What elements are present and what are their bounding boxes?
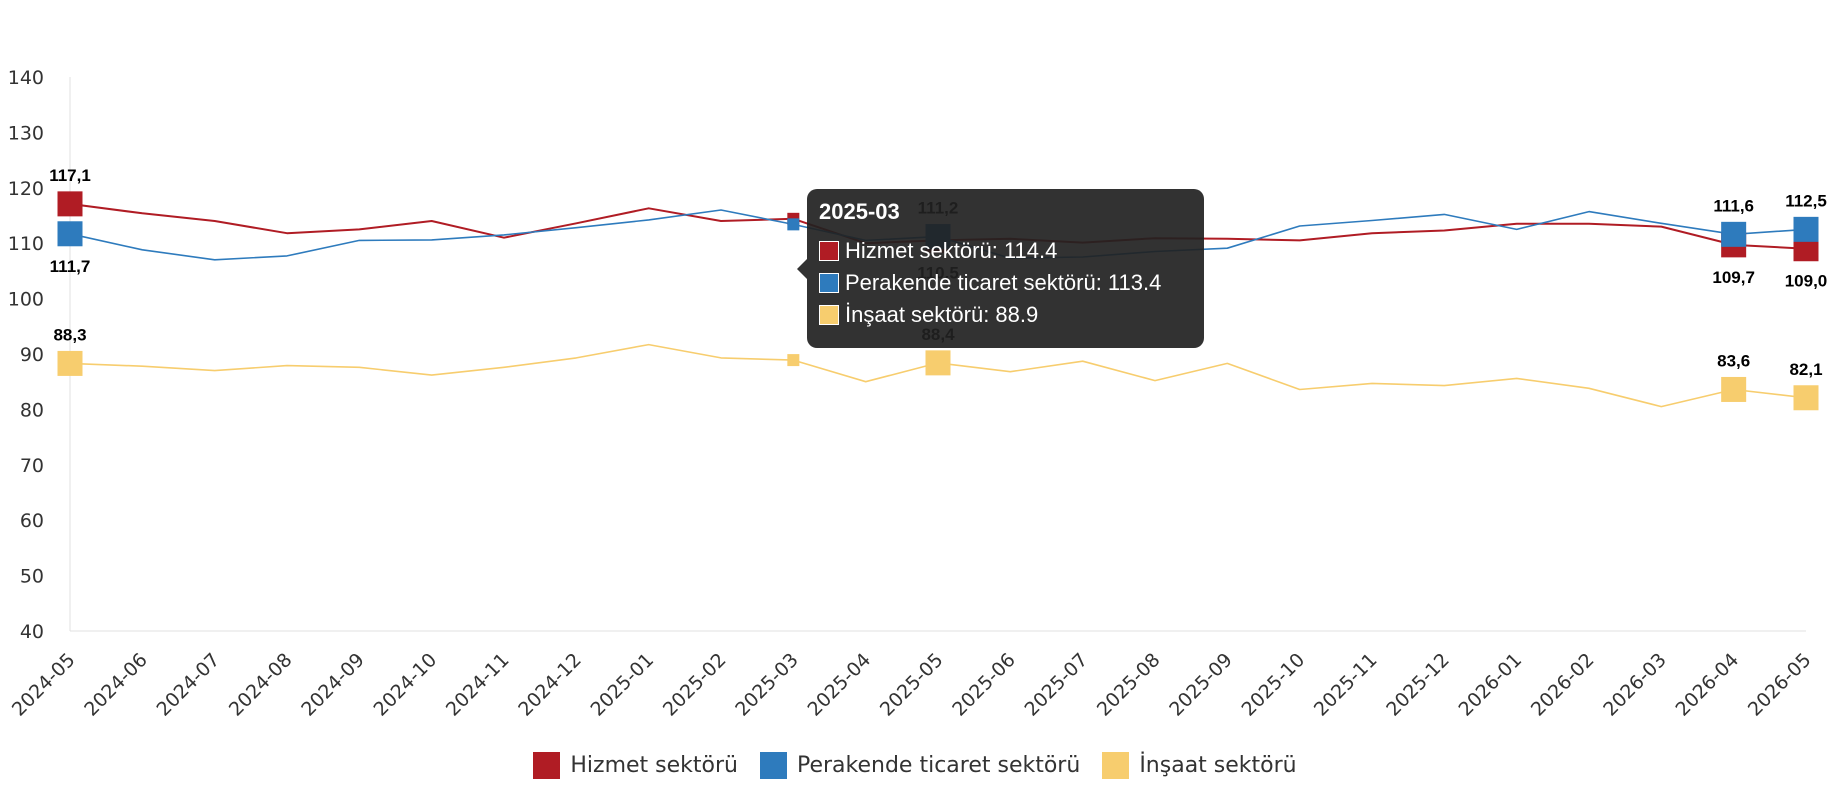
legend-label-insaat: İnşaat sektörü [1139, 752, 1297, 778]
x-tick-label: 2025-05 [876, 649, 948, 721]
y-tick-label: 120 [8, 178, 44, 200]
y-tick-label: 60 [20, 510, 44, 532]
data-point-perakende[interactable] [57, 221, 83, 247]
x-tick-label: 2025-09 [1165, 649, 1237, 721]
tooltip-text-hizmet: Hizmet sektörü: 114.4 [845, 238, 1058, 263]
x-tick-label: 2025-10 [1238, 649, 1310, 721]
data-label-insaat: 83,6 [1717, 351, 1750, 370]
tooltip-row-hizmet: Hizmet sektörü: 114.4 [819, 235, 1192, 267]
x-tick-label: 2024-08 [225, 649, 297, 721]
x-tick-label: 2026-03 [1599, 649, 1671, 721]
x-tick-label: 2025-12 [1382, 649, 1454, 721]
y-tick-label: 90 [20, 344, 44, 366]
data-point-perakende[interactable] [1721, 221, 1747, 247]
x-tick-label: 2025-04 [804, 649, 876, 721]
y-tick-label: 100 [8, 289, 44, 311]
legend-swatch-insaat [1102, 751, 1130, 779]
data-label-perakende: 111,6 [1713, 196, 1754, 215]
data-label-insaat: 82,1 [1789, 360, 1822, 379]
x-tick-label: 2024-10 [370, 649, 442, 721]
y-tick-label: 50 [20, 566, 44, 588]
x-tick-label: 2024-07 [153, 649, 225, 721]
x-tick-label: 2025-06 [948, 649, 1020, 721]
x-tick-label: 2026-05 [1744, 649, 1816, 721]
tooltip-swatch-insaat [819, 305, 839, 325]
x-tick-label: 2026-04 [1672, 649, 1744, 721]
y-tick-label: 70 [20, 455, 44, 477]
y-tick-label: 40 [20, 621, 44, 643]
x-tick-label: 2025-11 [1310, 649, 1382, 721]
tooltip-text-insaat: İnşaat sektörü: 88.9 [845, 302, 1039, 327]
tooltip-row-insaat: İnşaat sektörü: 88.9 [819, 299, 1192, 331]
data-point-insaat[interactable] [57, 350, 83, 376]
x-tick-label: 2026-02 [1527, 649, 1599, 721]
x-tick-label: 2025-02 [659, 649, 731, 721]
data-label-insaat: 88,3 [53, 325, 86, 344]
legend-swatch-perakende [759, 751, 787, 779]
data-label-hizmet: 109,7 [1712, 268, 1755, 287]
x-tick-label: 2025-08 [1093, 649, 1165, 721]
x-tick-label: 2025-01 [587, 649, 659, 721]
x-tick-label: 2024-12 [514, 649, 586, 721]
data-label-perakende: 111,7 [50, 257, 91, 276]
legend-label-hizmet: Hizmet sektörü [570, 752, 738, 778]
y-tick-label: 130 [8, 122, 44, 144]
data-label-hizmet: 109,0 [1785, 272, 1828, 291]
tooltip-title: 2025-03 [819, 199, 900, 224]
data-label-hizmet: 117,1 [49, 166, 91, 185]
x-tick-label: 2025-07 [1021, 649, 1093, 721]
x-tick-label: 2024-05 [8, 649, 80, 721]
x-tick-label: 2024-06 [80, 649, 152, 721]
legend: Hizmet sektörü Perakende ticaret sektörü… [0, 748, 1830, 782]
legend-item-perakende[interactable]: Perakende ticaret sektörü [759, 751, 1081, 779]
data-point-insaat[interactable] [925, 350, 951, 376]
legend-label-perakende: Perakende ticaret sektörü [796, 752, 1081, 778]
x-tick-label: 2026-01 [1455, 649, 1527, 721]
legend-item-hizmet[interactable]: Hizmet sektörü [533, 751, 738, 779]
data-point-perakende[interactable] [1793, 216, 1819, 242]
data-point-insaat[interactable] [1721, 376, 1747, 402]
data-point-insaat[interactable] [1793, 385, 1819, 411]
legend-item-insaat[interactable]: İnşaat sektörü [1102, 751, 1297, 779]
data-label-perakende: 112,5 [1785, 191, 1827, 210]
y-tick-label: 80 [20, 399, 44, 421]
tooltip: 2025-03 Hizmet sektörü: 114.4 Perakende … [797, 189, 1204, 348]
y-tick-label: 110 [8, 233, 44, 255]
tooltip-text-perakende: Perakende ticaret sektörü: 113.4 [845, 270, 1162, 295]
hover-point-perakende[interactable] [787, 218, 800, 231]
x-tick-label: 2024-09 [297, 649, 369, 721]
y-tick-label: 140 [8, 67, 44, 89]
tooltip-row-perakende: Perakende ticaret sektörü: 113.4 [819, 267, 1192, 299]
data-point-hizmet[interactable] [57, 191, 83, 217]
legend-swatch-hizmet [533, 751, 561, 779]
hover-point-insaat[interactable] [787, 354, 800, 367]
x-tick-label: 2025-03 [731, 649, 803, 721]
tooltip-swatch-perakende [819, 273, 839, 293]
tooltip-swatch-hizmet [819, 241, 839, 261]
x-tick-label: 2024-11 [442, 649, 514, 721]
